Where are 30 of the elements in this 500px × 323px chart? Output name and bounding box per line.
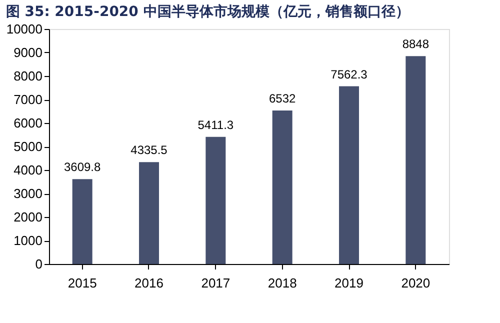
y-tick-label: 10000 — [6, 22, 42, 36]
y-tick-label: 7000 — [14, 92, 42, 107]
bar — [139, 162, 159, 264]
bar — [406, 56, 426, 264]
y-tick-label: 8000 — [14, 68, 42, 84]
bar — [272, 110, 292, 264]
y-tick-label: 3000 — [14, 186, 42, 201]
data-label: 7562.3 — [330, 67, 368, 82]
y-tick-label: 1000 — [14, 233, 42, 248]
data-label: 4335.5 — [130, 143, 168, 158]
x-tick-label: 2017 — [201, 276, 230, 290]
data-label: 6532 — [268, 92, 296, 106]
y-tick-label: 0 — [35, 256, 42, 272]
y-tick-label: 5000 — [14, 139, 42, 154]
bar — [72, 179, 92, 264]
y-tick-label: 2000 — [14, 210, 42, 224]
data-label: 8848 — [402, 37, 430, 52]
data-label: 3609.8 — [64, 160, 102, 174]
x-tick-label: 2016 — [134, 276, 164, 290]
x-tick-label: 2020 — [401, 276, 430, 290]
y-tick-label: 9000 — [14, 45, 42, 60]
chart-title: 图 35: 2015-2020 中国半导体市场规模（亿元，销售额口径） — [6, 3, 410, 20]
bar — [339, 86, 359, 264]
y-tick-label: 4000 — [14, 162, 42, 178]
x-tick-label: 2015 — [68, 276, 97, 290]
bar — [206, 136, 226, 264]
x-tick-label: 2018 — [268, 276, 297, 290]
data-label: 5411.3 — [198, 118, 234, 132]
x-tick-label: 2019 — [334, 276, 364, 290]
y-tick-label: 6000 — [14, 116, 42, 130]
